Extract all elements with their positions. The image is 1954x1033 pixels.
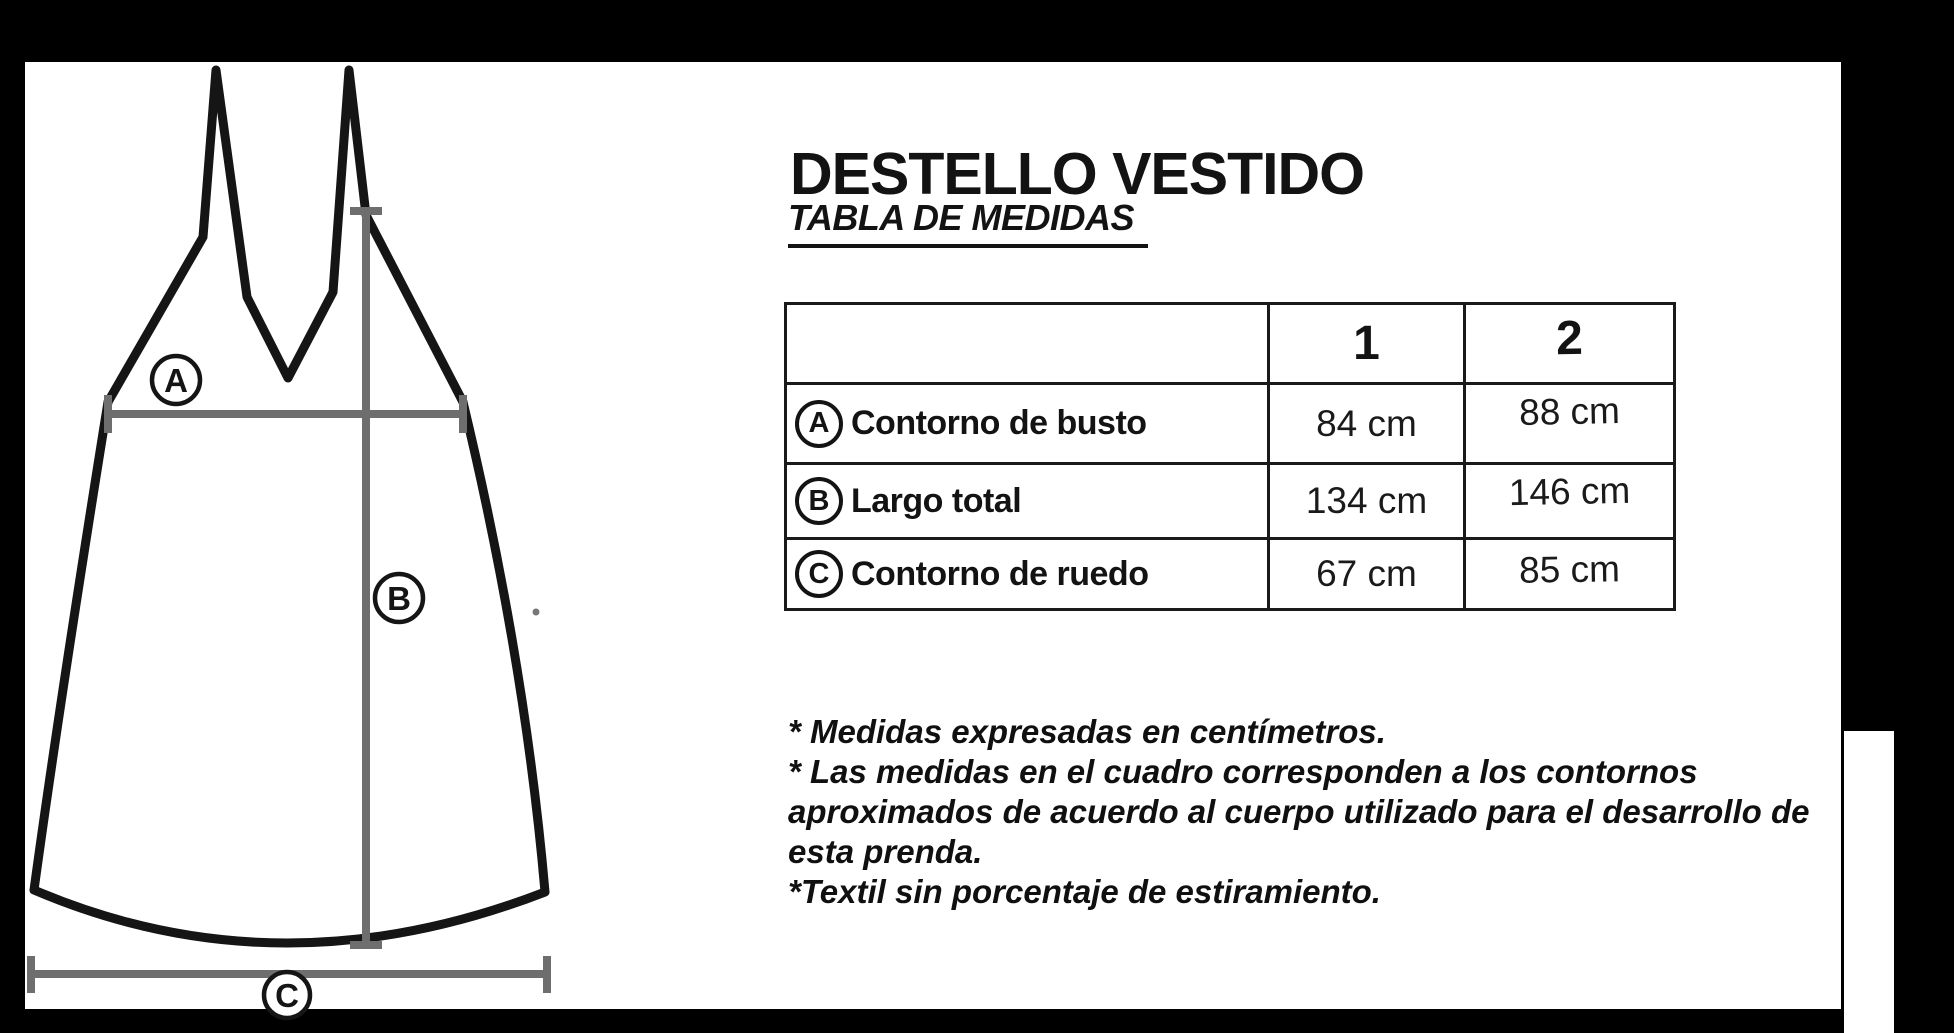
value-c-1: 67 cm — [1316, 553, 1417, 594]
measure-ticks-a — [104, 395, 467, 433]
header-size-2: 2 — [1463, 302, 1676, 385]
marker-letter-c: C — [275, 977, 299, 1014]
size-2-label: 2 — [1555, 311, 1584, 366]
marker-circle-c — [261, 969, 313, 1021]
circled-letter-c: C — [795, 550, 843, 598]
size-1-label: 1 — [1353, 317, 1380, 370]
diagram-markers: A B C — [149, 353, 426, 1021]
value-b-2: 146 cm — [1508, 469, 1631, 514]
footnote-line: * Medidas expresadas en centímetros. — [788, 713, 1386, 750]
background-white-strip — [1844, 731, 1894, 1033]
dress-outline — [29, 65, 550, 948]
measure-lines — [27, 207, 551, 993]
footnote-line: esta prenda. — [788, 833, 983, 870]
header-empty-cell — [784, 302, 1270, 385]
marker-circle-a — [149, 353, 203, 407]
marker-circle-b — [372, 571, 426, 625]
table-row-hem: C Contorno de ruedo 67 cm 85 cm — [784, 537, 1676, 611]
page-title: DESTELLO VESTIDO — [790, 141, 1365, 207]
value-a-2: 88 cm — [1518, 389, 1621, 433]
dress-body-hem — [29, 397, 550, 948]
value-a-1: 84 cm — [1316, 402, 1417, 444]
row-label-text-c: Contorno de ruedo — [851, 554, 1149, 593]
dress-straps-neckline — [103, 65, 468, 407]
footnote-line: * Las medidas en el cuadro corresponden … — [788, 753, 1698, 790]
row-label-c: C Contorno de ruedo — [787, 550, 1267, 598]
footnotes: * Medidas expresadas en centímetros. * L… — [788, 712, 1809, 912]
value-b-1: 134 cm — [1305, 480, 1428, 521]
marker-letter-b: B — [387, 580, 411, 617]
row-label-b: B Largo total — [787, 477, 1267, 525]
row-label-a: A Contorno de busto — [787, 399, 1267, 448]
measure-ticks-c — [27, 956, 551, 993]
measurements-table: 1 2 A Contorno de busto 84 cm 88 cm — [784, 302, 1676, 611]
row-label-text-a: Contorno de busto — [851, 404, 1147, 442]
footnote-line: *Textil sin porcentaje de estiramiento. — [788, 873, 1381, 910]
row-label-text-b: Largo total — [851, 481, 1022, 520]
footnote-line: aproximados de acuerdo al cuerpo utiliza… — [788, 793, 1810, 830]
circled-letter-b: B — [795, 477, 843, 525]
table-row-length: B Largo total 134 cm 146 cm — [784, 462, 1676, 540]
marker-letter-a: A — [164, 362, 188, 399]
measure-ticks-b — [350, 207, 382, 949]
value-c-2: 85 cm — [1518, 548, 1621, 591]
table-row-bust: A Contorno de busto 84 cm 88 cm — [784, 382, 1676, 465]
table-header-row: 1 2 — [784, 302, 1676, 385]
speck-artifact — [532, 608, 540, 616]
header-size-1: 1 — [1267, 302, 1466, 385]
page-subtitle: TABLA DE MEDIDAS — [788, 197, 1148, 248]
circled-letter-a: A — [795, 399, 843, 448]
